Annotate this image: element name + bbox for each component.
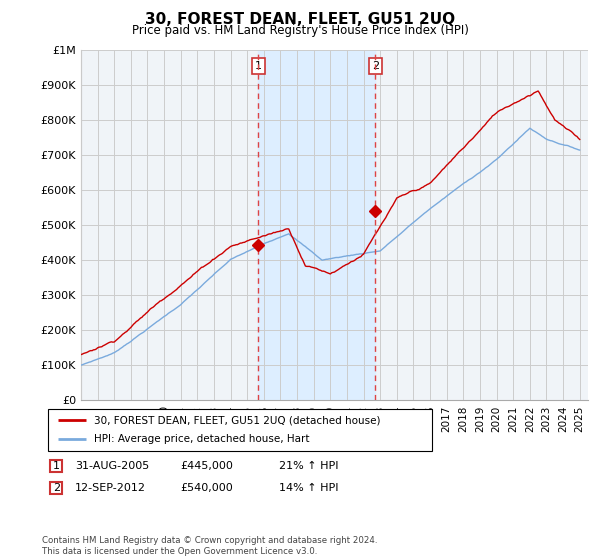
Text: £445,000: £445,000 <box>180 461 233 471</box>
Text: £540,000: £540,000 <box>180 483 233 493</box>
Text: Contains HM Land Registry data © Crown copyright and database right 2024.
This d: Contains HM Land Registry data © Crown c… <box>42 536 377 556</box>
Text: 30, FOREST DEAN, FLEET, GU51 2UQ (detached house): 30, FOREST DEAN, FLEET, GU51 2UQ (detach… <box>94 415 380 425</box>
Text: 1: 1 <box>255 61 262 71</box>
Text: 2: 2 <box>372 61 379 71</box>
Text: 30, FOREST DEAN, FLEET, GU51 2UQ: 30, FOREST DEAN, FLEET, GU51 2UQ <box>145 12 455 27</box>
Text: Price paid vs. HM Land Registry's House Price Index (HPI): Price paid vs. HM Land Registry's House … <box>131 24 469 37</box>
Text: 1: 1 <box>53 461 60 471</box>
Text: 21% ↑ HPI: 21% ↑ HPI <box>279 461 338 471</box>
Bar <box>259 50 376 400</box>
Text: 14% ↑ HPI: 14% ↑ HPI <box>279 483 338 493</box>
Text: HPI: Average price, detached house, Hart: HPI: Average price, detached house, Hart <box>94 435 310 445</box>
Text: 2: 2 <box>53 483 60 493</box>
Text: 12-SEP-2012: 12-SEP-2012 <box>75 483 146 493</box>
Text: 31-AUG-2005: 31-AUG-2005 <box>75 461 149 471</box>
